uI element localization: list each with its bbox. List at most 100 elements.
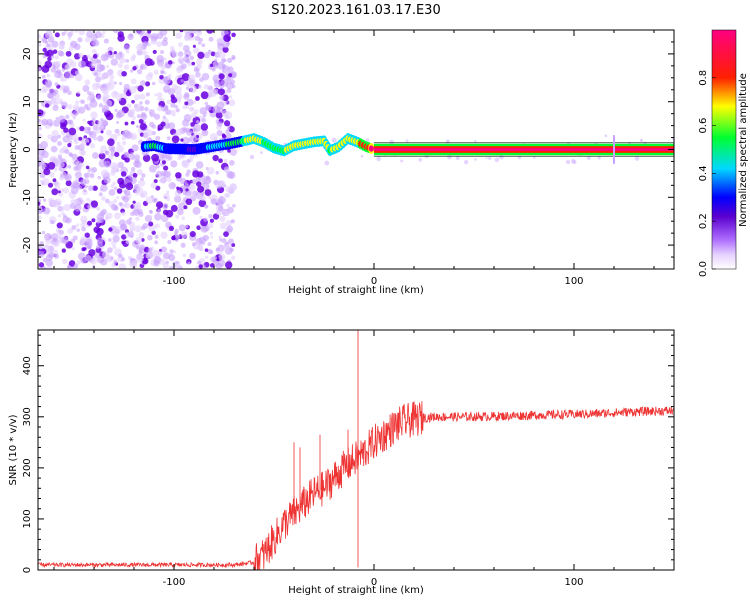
noise-blob: [160, 49, 165, 54]
y-tick-label: 400: [22, 356, 33, 375]
noise-blob: [157, 209, 161, 213]
noise-blob: [130, 69, 134, 73]
noise-blob: [123, 64, 130, 70]
noise-blob: [141, 173, 146, 178]
snr-panel: -100 0 100 0 100 200 300 400 Height of straight…: [8, 329, 675, 596]
noise-blob: [147, 247, 153, 253]
noise-blob: [118, 263, 126, 269]
noise-blob: [73, 204, 82, 212]
noise-blob: [145, 129, 153, 137]
noise-blob: [113, 186, 118, 190]
noise-blob: [185, 193, 191, 199]
noise-blob: [136, 169, 143, 176]
noise-blob: [65, 217, 72, 224]
noise-blob: [119, 82, 123, 86]
noise-blob: [67, 264, 71, 269]
noise-blob: [172, 250, 177, 254]
noise-blob: [174, 231, 178, 235]
noise-blob: [447, 154, 452, 160]
noise-blob: [145, 196, 154, 204]
noise-blob: [83, 188, 87, 193]
noise-blob: [192, 170, 200, 178]
noise-blob: [180, 177, 187, 185]
noise-blob: [106, 70, 112, 77]
noise-blob: [79, 126, 85, 132]
noise-blob: [198, 199, 207, 208]
noise-blob: [201, 117, 207, 123]
noise-blob: [65, 175, 70, 180]
noise-blob: [159, 74, 164, 80]
noise-blob: [127, 174, 133, 179]
noise-blob: [142, 222, 149, 229]
noise-blob: [192, 100, 197, 104]
noise-blob: [64, 70, 73, 79]
noise-blob: [455, 156, 460, 161]
noise-blob: [136, 208, 143, 215]
noise-blob: [46, 43, 51, 48]
noise-blob: [61, 85, 65, 90]
noise-blob: [50, 219, 55, 225]
noise-blob: [162, 85, 171, 93]
noise-blob: [195, 120, 200, 124]
noise-blob: [221, 64, 226, 69]
noise-blob: [102, 72, 108, 78]
noise-blob: [74, 70, 80, 76]
noise-blob: [586, 155, 591, 161]
noise-blob: [183, 113, 192, 122]
noise-blob: [86, 197, 91, 202]
noise-blob: [80, 99, 86, 104]
colorbar-tick-label: 0.2: [698, 213, 709, 229]
noise-blob: [225, 220, 232, 227]
noise-blob: [218, 158, 223, 164]
noise-blob: [118, 51, 123, 55]
noise-blob: [114, 226, 122, 234]
noise-blob: [93, 72, 98, 77]
noise-blob: [199, 215, 203, 219]
noise-blob: [160, 231, 168, 239]
noise-blob: [92, 135, 98, 141]
noise-blob: [60, 78, 64, 82]
noise-blob: [405, 139, 409, 143]
noise-blob: [82, 118, 86, 122]
noise-blob: [200, 195, 206, 202]
noise-blob: [45, 259, 53, 267]
noise-blob: [68, 46, 74, 52]
snr-frame: [37, 329, 675, 571]
noise-blob: [204, 101, 209, 106]
noise-blob: [88, 249, 96, 257]
noise-blob: [90, 37, 94, 41]
noise-blob: [178, 224, 186, 232]
noise-blob: [225, 132, 232, 139]
noise-blob: [168, 73, 172, 78]
noise-blob: [84, 172, 90, 179]
noise-blob: [204, 189, 212, 196]
noise-blob: [90, 97, 96, 103]
noise-blob: [175, 238, 179, 242]
noise-blob: [193, 47, 200, 54]
noise-blob: [50, 145, 58, 153]
noise-blob: [226, 76, 231, 82]
noise-blob: [204, 176, 212, 185]
noise-blob: [133, 160, 140, 168]
noise-blob: [155, 135, 161, 141]
noise-blob: [203, 84, 209, 90]
noise-blob: [210, 198, 217, 205]
noise-blob: [44, 103, 50, 108]
noise-blob: [136, 114, 141, 119]
noise-blob: [84, 79, 91, 86]
noise-blob: [166, 99, 171, 105]
noise-blob: [191, 178, 198, 185]
noise-blob: [121, 140, 127, 146]
noise-blob: [96, 213, 105, 221]
noise-blob: [54, 32, 60, 38]
noise-blob: [47, 134, 53, 140]
snr-x-axis-label: Height of straight line (km): [288, 585, 424, 596]
x-tick-label: -100: [163, 577, 186, 588]
noise-blob: [142, 40, 149, 47]
noise-blob: [229, 147, 238, 156]
noise-blob: [168, 60, 173, 65]
noise-blob: [50, 67, 57, 73]
noise-blob: [155, 185, 161, 191]
noise-blob: [191, 30, 196, 33]
noise-blob: [54, 164, 58, 168]
